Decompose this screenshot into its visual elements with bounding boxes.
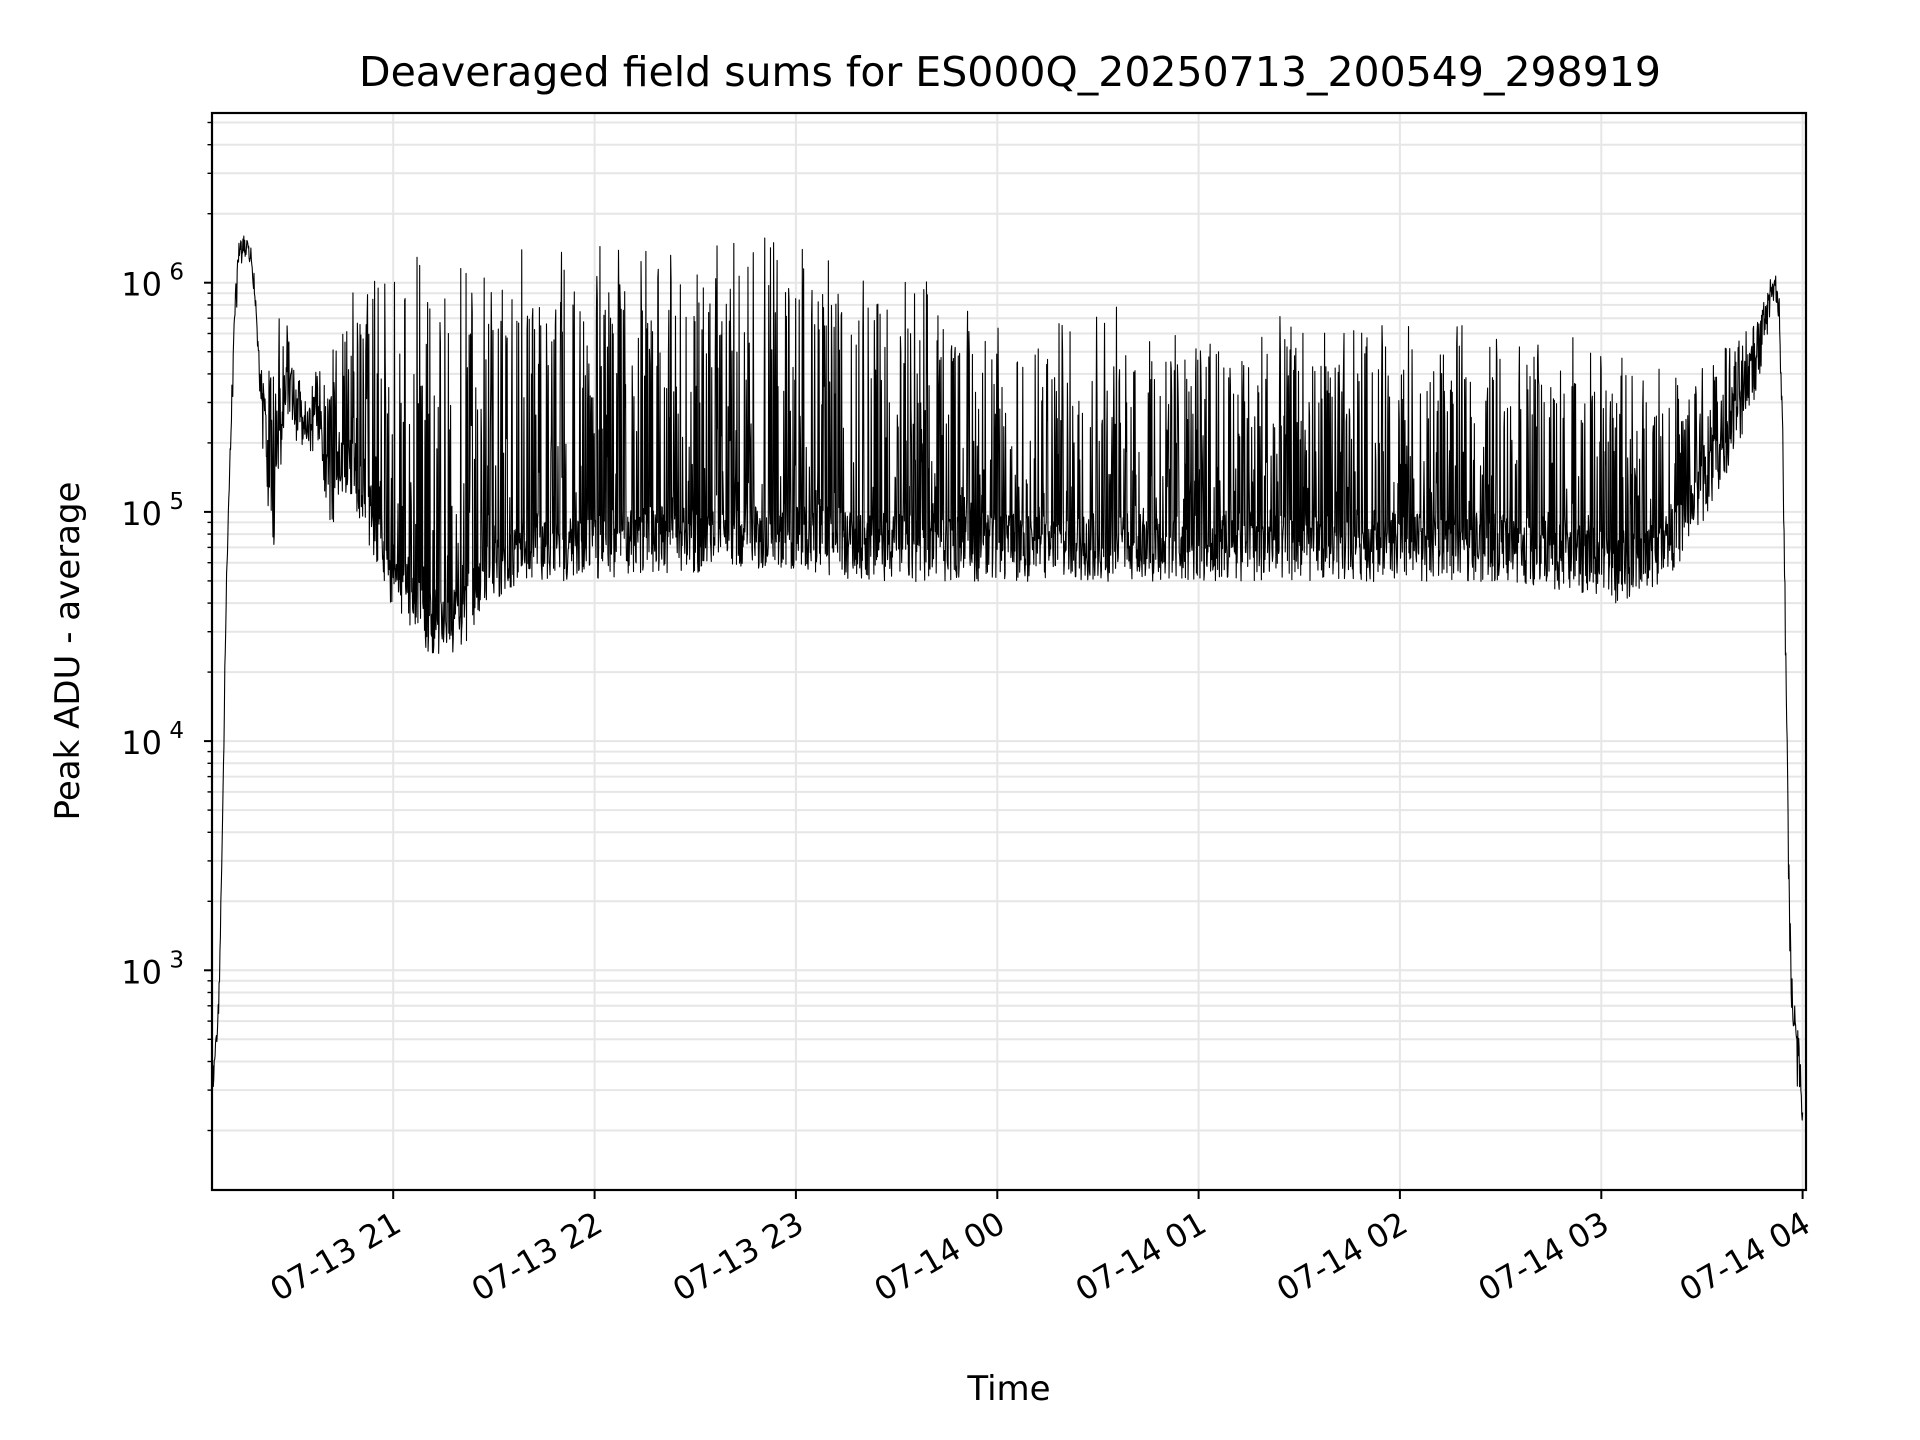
y-tick-label: 10 [121, 495, 162, 533]
chart-title: Deaveraged field sums for ES000Q_2025071… [359, 48, 1661, 96]
plot-area [211, 235, 1804, 1121]
y-tick-label: 10 [121, 724, 162, 762]
grid [212, 113, 1806, 1190]
axes-frame [210, 111, 1808, 1192]
y-tick-exponent: 5 [169, 489, 184, 515]
y-axis-label: Peak ADU - average [48, 482, 88, 821]
y-tick-exponent: 6 [169, 260, 184, 286]
x-axis-label: Time [966, 1369, 1050, 1409]
series-line [211, 235, 1804, 1121]
y-tick-label: 10 [121, 266, 162, 304]
y-tick-exponent: 3 [169, 947, 184, 973]
y-tick-exponent: 4 [169, 718, 184, 744]
y-tick-label: 10 [121, 953, 162, 991]
